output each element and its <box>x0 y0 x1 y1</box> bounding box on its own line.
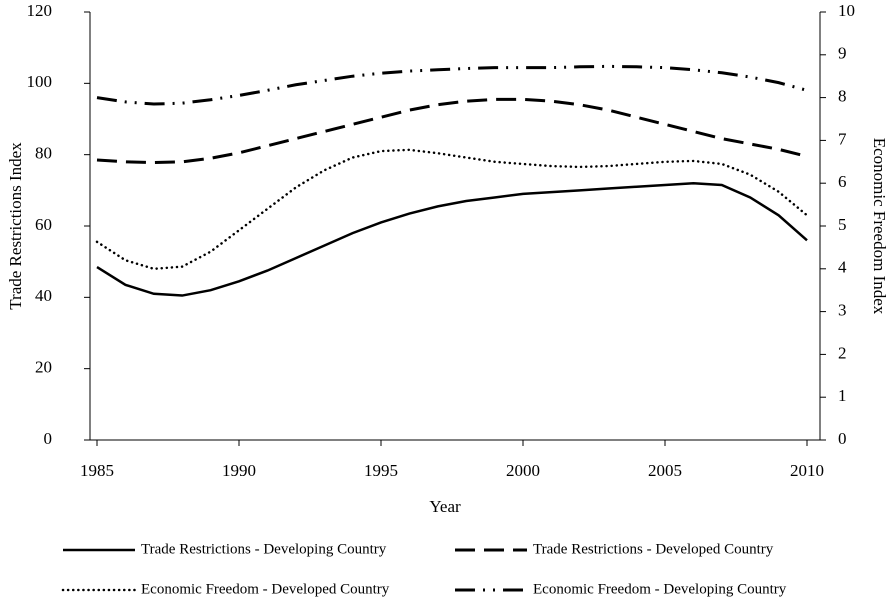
y2-tick-label: 8 <box>838 87 847 106</box>
x-tick-label: 1985 <box>80 461 114 480</box>
legend: Trade Restrictions - Developing Country T… <box>61 541 787 597</box>
line-series <box>95 148 809 271</box>
y2-tick-label: 5 <box>838 215 847 234</box>
line-series <box>96 181 808 297</box>
y2-tick-label: 10 <box>838 1 855 20</box>
x-tick-label: 2000 <box>506 461 540 480</box>
y-axis-title: Trade Restrictions Index <box>6 142 25 310</box>
y-tick-label: 20 <box>35 358 52 377</box>
legend-label: Economic Freedom - Developing Country <box>533 581 787 597</box>
line-series <box>96 64 808 106</box>
y2-tick-label: 6 <box>838 172 847 191</box>
y-tick-label: 120 <box>27 1 53 20</box>
x-tick-label: 1990 <box>222 461 256 480</box>
x-tick-label: 2010 <box>790 461 824 480</box>
y-tick-label: 60 <box>35 215 52 234</box>
x-tick-label: 2005 <box>648 461 682 480</box>
y2-tick-label: 3 <box>838 301 847 320</box>
y2-tick-label: 4 <box>838 258 847 277</box>
y2-tick-label: 2 <box>838 343 847 362</box>
y-tick-label: 0 <box>44 429 53 448</box>
legend-label: Trade Restrictions - Developing Country <box>141 541 387 557</box>
y2-axis-title: Economic Freedom Index <box>870 138 889 315</box>
line-series <box>96 97 808 165</box>
y-tick-label: 40 <box>35 286 52 305</box>
y2-tick-label: 0 <box>838 429 847 448</box>
y2-tick-label: 9 <box>838 44 847 63</box>
y-tick-label: 80 <box>35 144 52 163</box>
y-tick-label: 100 <box>27 72 53 91</box>
x-axis-title: Year <box>429 497 461 516</box>
legend-label: Trade Restrictions - Developed Country <box>533 541 774 557</box>
legend-label: Economic Freedom - Developed Country <box>141 581 390 597</box>
x-tick-label: 1995 <box>364 461 398 480</box>
y2-tick-label: 1 <box>838 386 847 405</box>
y2-tick-label: 7 <box>838 129 847 148</box>
